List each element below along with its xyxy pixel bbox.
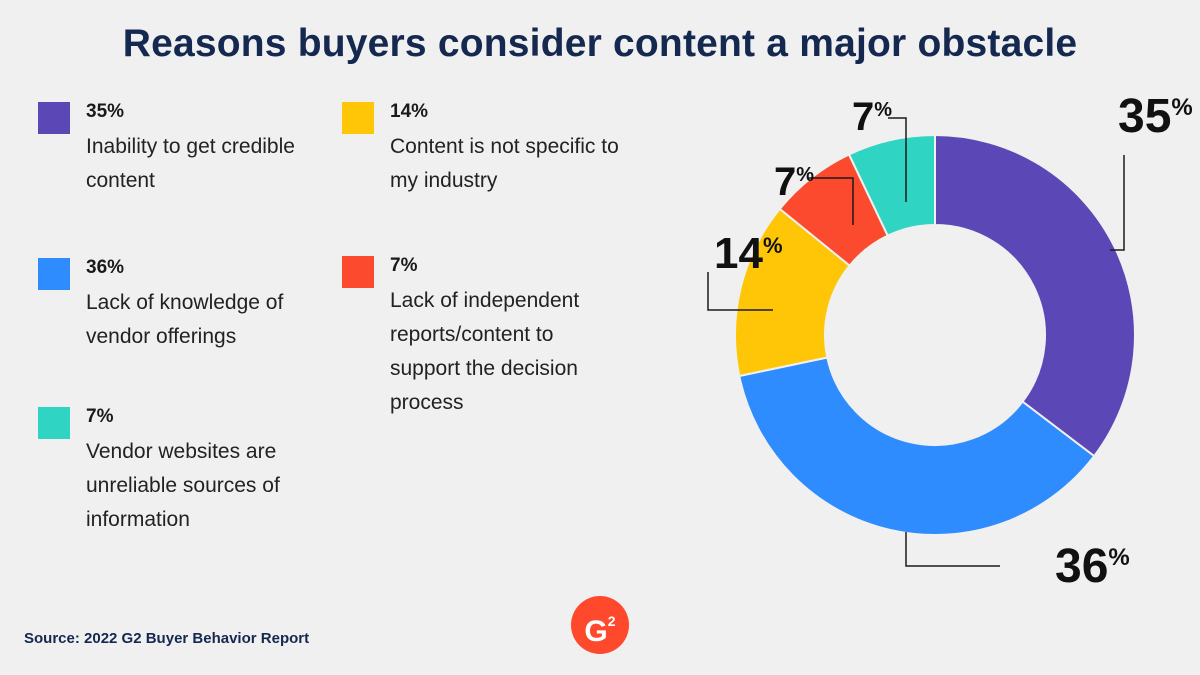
slice-value-label: 35%	[1118, 90, 1193, 143]
callout-line	[1110, 155, 1125, 251]
slice-value-label: 7%	[852, 95, 892, 139]
legend-swatch-yellow	[342, 102, 374, 134]
donut-slice	[738, 356, 1096, 536]
legend-swatch-teal	[38, 407, 70, 439]
legend-label: Lack of independent reports/content to s…	[390, 289, 580, 414]
callout-line	[905, 532, 1000, 567]
logo-superscript: 2	[607, 613, 616, 629]
donut-slices	[734, 133, 1136, 536]
legend-label: Inability to get credible content	[86, 135, 295, 192]
source-note: Source: 2022 G2 Buyer Behavior Report	[24, 630, 310, 647]
legend-label: Content is not specific to my industry	[390, 135, 619, 192]
legend-percent: 36%	[86, 257, 125, 278]
callout-line	[808, 177, 854, 225]
g2-logo: G2	[571, 596, 629, 654]
legend-label: Lack of knowledge of vendor offerings	[86, 291, 284, 348]
legend-swatch-blue	[38, 258, 70, 290]
legend-label: Vendor websites are unreliable sources o…	[86, 440, 280, 531]
donut-slice	[847, 133, 936, 238]
legend-percent: 7%	[86, 406, 114, 427]
callout-line	[707, 272, 773, 311]
slice-value-label: 36%	[1055, 540, 1130, 593]
legend-percent: 14%	[390, 101, 429, 122]
chart-title: Reasons buyers consider content a major …	[122, 22, 1078, 65]
legend-percent: 7%	[390, 255, 418, 276]
legend-swatch-purple	[38, 102, 70, 134]
donut-callouts: 35%36%14%7%7%	[707, 90, 1193, 593]
legend-percent: 35%	[86, 101, 125, 122]
legend-swatch-red	[342, 256, 374, 288]
callout-line	[888, 117, 907, 202]
logo-letter: G	[584, 615, 608, 648]
donut-slice	[934, 133, 1136, 458]
